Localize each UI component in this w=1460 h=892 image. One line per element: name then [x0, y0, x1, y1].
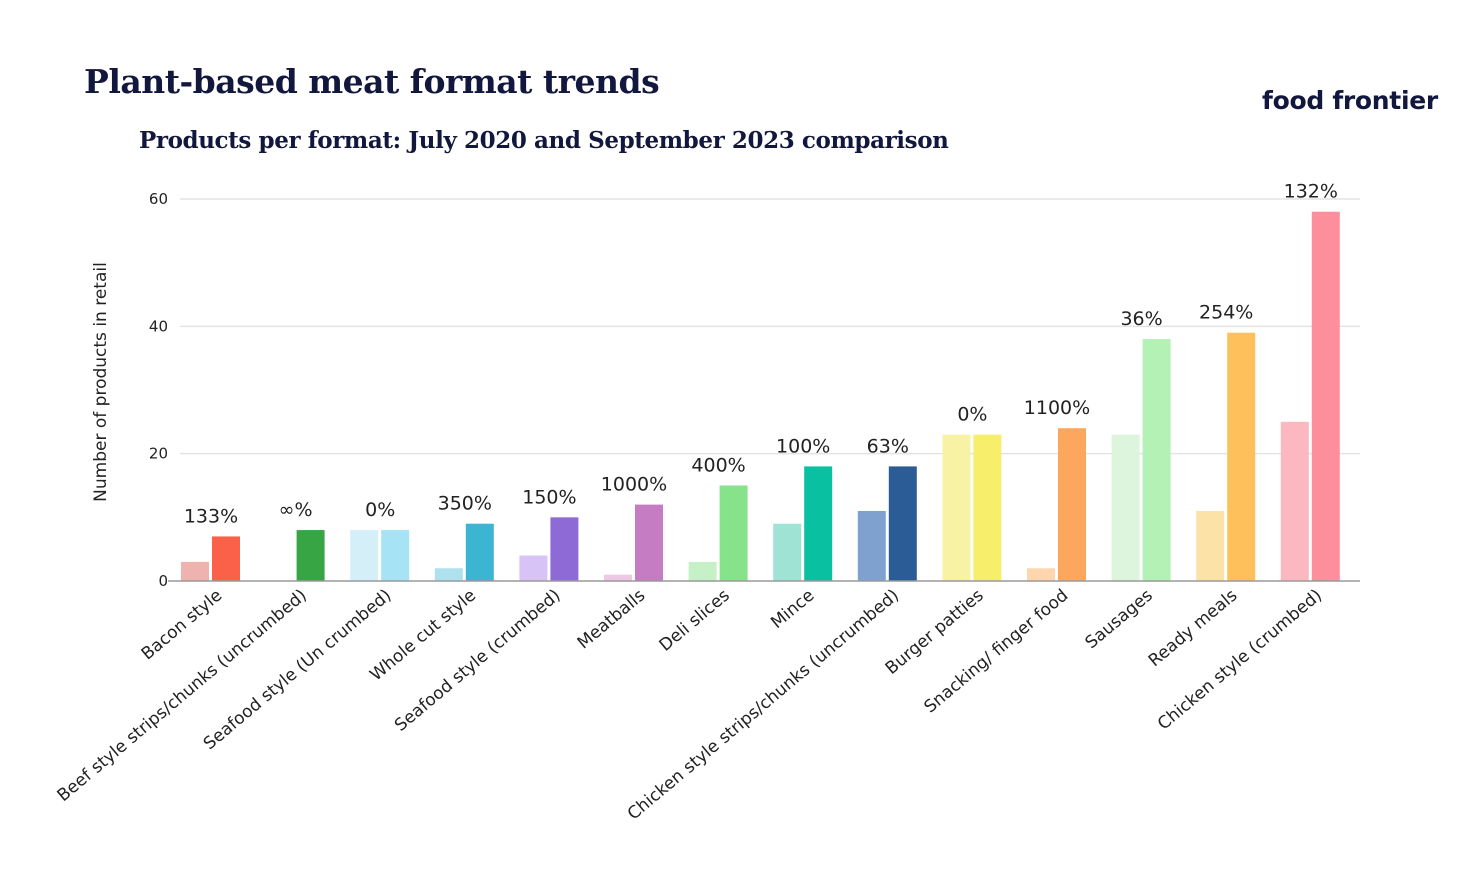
bar-2020 [519, 555, 548, 581]
bar-2023 [804, 466, 833, 581]
bar-2020 [604, 574, 632, 581]
bar-2023 [973, 434, 1002, 581]
gridlines [180, 198, 1360, 455]
bar-2023 [381, 530, 410, 581]
growth-label: 400% [691, 455, 745, 477]
growth-label: 1000% [601, 474, 667, 496]
bar-2023 [1311, 211, 1340, 581]
bar-2023 [1227, 332, 1256, 581]
growth-label: ∞% [279, 499, 313, 521]
growth-label: 0% [957, 404, 987, 426]
bar-2020 [181, 561, 209, 581]
y-tick-label: 0 [158, 572, 168, 590]
category-label: Meatballs [574, 585, 650, 653]
growth-label: 63% [867, 435, 909, 457]
bar-2020 [350, 530, 379, 581]
growth-label: 1100% [1024, 397, 1090, 419]
bar-2020 [942, 434, 971, 581]
y-tick-label: 20 [149, 445, 168, 463]
food-frontier-logo: food frontier [1262, 86, 1438, 115]
growth-label: 0% [365, 499, 395, 521]
y-axis-ticks: 0 20 40 60 [149, 190, 168, 590]
growth-label: 132% [1284, 181, 1338, 203]
chart-subtitle: Products per format: July 2020 and Septe… [139, 127, 949, 154]
bar-2020 [857, 510, 886, 581]
bar-2023 [635, 504, 663, 581]
category-label: Mince [767, 586, 818, 633]
y-tick-label: 60 [149, 190, 168, 208]
growth-label: 133% [184, 505, 238, 527]
bar-2023 [719, 485, 748, 581]
bar-2023 [1058, 428, 1086, 581]
category-label: Deli slices [656, 585, 734, 655]
growth-label: 150% [522, 486, 576, 508]
bars [181, 211, 1340, 581]
growth-label: 36% [1120, 308, 1162, 330]
bar-2020 [434, 568, 463, 581]
bar-2020 [1196, 510, 1225, 581]
bar-2023 [1142, 339, 1171, 581]
category-label: Seafood style (crumbed) [391, 586, 565, 736]
bar-2020 [1280, 421, 1309, 581]
category-label: Chicken style strips/chunks (uncrumbed) [624, 586, 903, 825]
bar-2023 [296, 530, 325, 581]
growth-label: 100% [776, 435, 830, 457]
growth-label: 350% [438, 493, 492, 515]
growth-label: 254% [1199, 302, 1253, 324]
chart-title: Plant-based meat format trends [84, 62, 660, 101]
bar-2020 [773, 523, 802, 581]
bar-2020 [1027, 568, 1055, 581]
bar-2023 [888, 466, 917, 581]
growth-labels: 133% ∞% 0% 350% 150% 1000% 400% 100% 63% 0% 1100% 3… [184, 181, 1338, 528]
category-label: Snacking/ finger food [920, 586, 1072, 718]
bar-2020 [688, 561, 717, 581]
category-label: Bacon style [138, 586, 227, 665]
bar-2023 [212, 536, 240, 581]
bar-2023 [550, 517, 579, 581]
bar-2020 [1111, 434, 1140, 581]
category-label: Sausages [1082, 585, 1157, 653]
y-tick-label: 40 [149, 317, 168, 335]
category-label: Chicken style (crumbed) [1154, 586, 1326, 735]
y-axis-label: Number of products in retail [91, 262, 111, 502]
bar-2023 [465, 523, 494, 581]
